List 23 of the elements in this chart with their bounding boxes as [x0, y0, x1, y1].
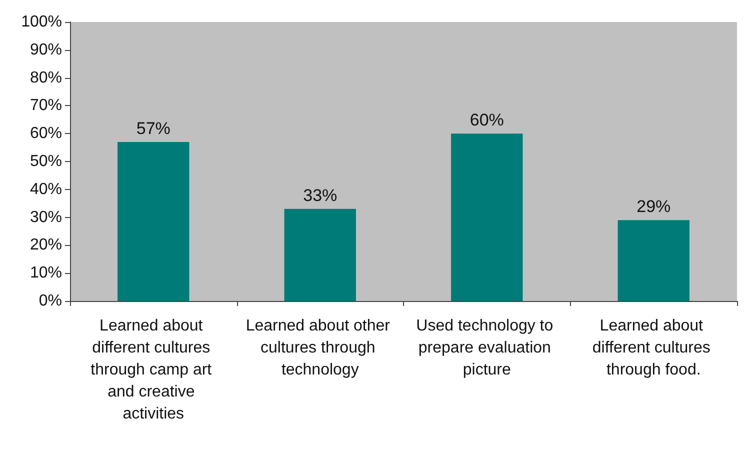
y-tick-label: 90%: [30, 41, 62, 58]
bar: [118, 142, 190, 301]
data-label: 33%: [303, 186, 338, 205]
x-tick-label: Learned about different cultures through food.: [592, 318, 715, 378]
y-tick-label: 40%: [30, 180, 62, 198]
data-label: 57%: [136, 118, 170, 138]
bar: [451, 134, 523, 301]
y-tick-label: 30%: [30, 208, 62, 226]
y-tick-label: 70%: [30, 97, 62, 114]
data-label: 29%: [636, 197, 671, 216]
y-tick-label: 50%: [30, 153, 62, 170]
y-tick-label: 60%: [30, 125, 62, 142]
y-tick-label: 100%: [21, 14, 62, 30]
y-tick-label: 80%: [30, 69, 62, 86]
y-tick-label: 20%: [30, 236, 62, 254]
x-tick-label: Learned about different cultures through camp art and creative activities: [90, 318, 216, 422]
bar: [284, 208, 356, 301]
y-tick-label: 10%: [30, 264, 62, 282]
x-tick-label: Used technology to prepare evaluation picture: [416, 318, 558, 378]
data-label: 60%: [470, 110, 504, 130]
bar: [618, 220, 690, 301]
y-tick-label: 0%: [38, 292, 62, 310]
x-tick-label: Learned about other cultures through technology: [246, 318, 394, 378]
